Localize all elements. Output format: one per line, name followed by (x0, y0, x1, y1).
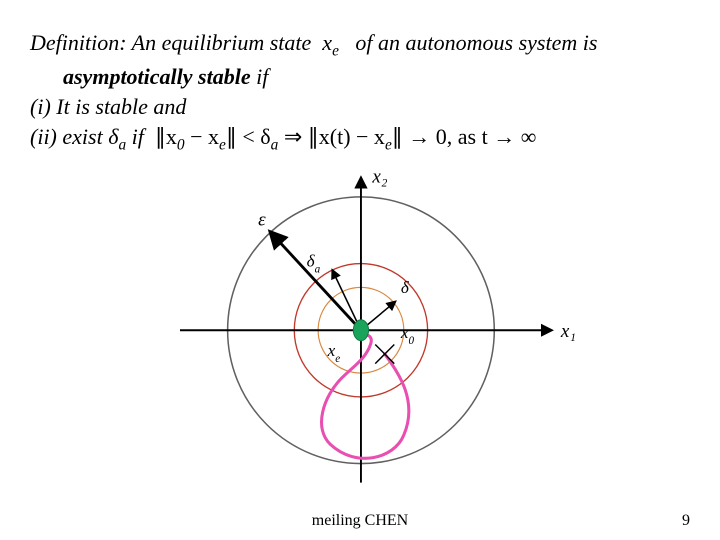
radius-arrow (270, 232, 360, 330)
axis-label-x1: x₁ (560, 321, 576, 342)
asy-stable: asymptotically stable (63, 64, 251, 89)
xe-symbol: xe (322, 30, 339, 55)
def-line1b: of an autonomous system is (350, 30, 598, 55)
axis-label-x2: x₂ (371, 170, 387, 188)
cond-i: (i) It is stable and (30, 94, 186, 119)
if: if (251, 64, 269, 89)
cond-ii-a: (ii) exist (30, 124, 108, 149)
math-expr: ∥x0 − xe∥ < δa ⇒ ∥x(t) − xe∥ → 0, as t →… (155, 124, 537, 149)
phase-plane-diagram: εδaδx₁x₂xex0 (180, 170, 580, 500)
radius-label: ε (258, 209, 266, 230)
footer-author: meiling CHEN (0, 512, 720, 530)
xe-label: xe (327, 341, 341, 365)
radius-label: δ (401, 278, 410, 297)
delta-a: δa (108, 124, 126, 149)
cond-ii-b: if (126, 124, 149, 149)
footer-page: 9 (682, 512, 690, 530)
definition-text: Definition: An equilibrium state xe of a… (30, 28, 700, 156)
def-line1a: Definition: An equilibrium state (30, 30, 317, 55)
equilibrium-point (353, 320, 368, 341)
